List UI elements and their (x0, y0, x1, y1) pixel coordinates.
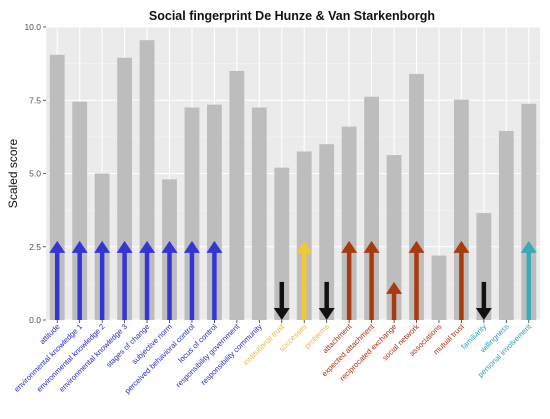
up-arrow (363, 240, 380, 320)
bar (229, 70, 245, 320)
bar (409, 73, 424, 320)
up-arrow (116, 240, 133, 320)
y-tick-label: 2.5 (29, 242, 41, 252)
bar (117, 57, 133, 320)
bar (72, 101, 88, 320)
y-tick-label: 5.0 (29, 169, 41, 179)
bar (49, 54, 65, 321)
bars-layer (49, 40, 537, 321)
bar (498, 131, 514, 320)
up-arrow (49, 240, 66, 320)
bar (431, 255, 447, 320)
y-axis-label: Scaled score (6, 138, 20, 208)
down-arrow (475, 281, 492, 320)
up-arrow (386, 281, 403, 320)
y-axis-ticks: 0.0 2.5 5.0 7.5 10.0 (24, 22, 46, 325)
y-tick-label: 0.0 (29, 315, 41, 325)
bar (521, 103, 537, 321)
bar (364, 96, 380, 320)
down-arrow (318, 281, 335, 320)
up-arrow (94, 240, 111, 320)
up-arrow (71, 240, 88, 320)
bar (184, 107, 200, 320)
y-tick-label: 7.5 (29, 95, 41, 105)
bar (341, 126, 357, 321)
up-arrow (341, 240, 358, 320)
up-arrow (296, 240, 313, 320)
bar (319, 144, 335, 320)
bar (206, 104, 222, 321)
bar (453, 99, 469, 320)
up-arrow (520, 240, 537, 320)
up-arrow (453, 240, 470, 320)
arrows-layer (49, 240, 537, 320)
up-arrow (161, 240, 178, 320)
y-tick-label: 10.0 (24, 22, 41, 32)
bar (274, 167, 290, 320)
up-arrow (408, 240, 425, 320)
up-arrow (206, 240, 223, 320)
up-arrow (183, 240, 200, 320)
down-arrow (273, 281, 290, 320)
bar (476, 213, 492, 320)
bar (386, 155, 402, 320)
bar (251, 107, 267, 320)
up-arrow (139, 240, 156, 320)
bar (296, 151, 312, 320)
chart-title: Social fingerprint De Hunze & Van Starke… (149, 9, 435, 23)
